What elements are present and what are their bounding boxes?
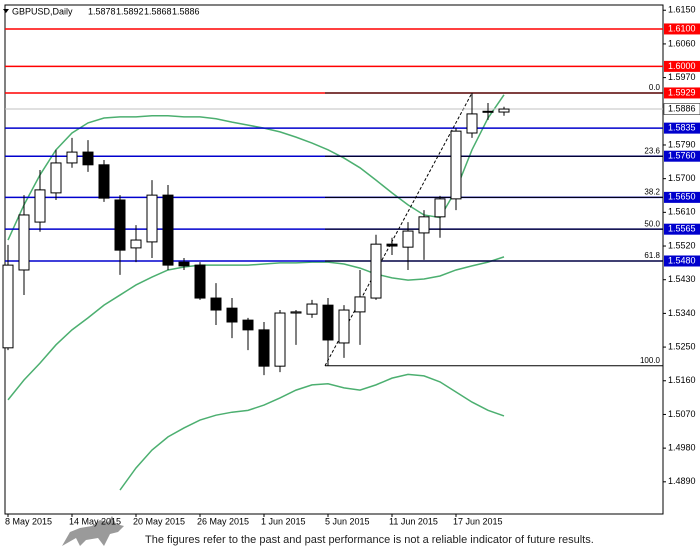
x-tick-label: 26 May 2015 <box>197 516 249 526</box>
candle-body <box>194 264 206 299</box>
x-tick-label: 8 May 2015 <box>5 516 52 526</box>
disclaimer: The figures refer to the past and past p… <box>145 534 594 546</box>
y-tick-label: 1.6060 <box>668 38 696 48</box>
price-box <box>664 223 700 235</box>
price-box-label: 1.5929 <box>668 87 696 97</box>
price-box <box>664 23 700 35</box>
fib-label: 23.6 <box>644 146 660 155</box>
fib-label: 0.0 <box>649 83 661 92</box>
plot-frame <box>4 4 664 515</box>
price-box <box>664 122 700 134</box>
candle-body <box>258 329 270 367</box>
price-box <box>664 255 700 267</box>
band-line <box>7 256 505 401</box>
candle-body <box>354 296 366 313</box>
price-box-label: 1.6000 <box>668 61 696 71</box>
candle-body <box>338 309 350 344</box>
candle-body <box>2 264 14 349</box>
y-tick-label: 1.4980 <box>668 443 696 453</box>
candle-body <box>434 198 446 218</box>
candle-body <box>274 312 286 367</box>
candle-body <box>402 230 414 248</box>
price-box <box>664 60 700 72</box>
y-tick-label: 1.5700 <box>668 173 696 183</box>
price-box <box>664 87 700 99</box>
candle-body <box>386 243 398 247</box>
ohlc-high: 1.5892 <box>116 6 144 16</box>
fib-label: 38.2 <box>644 187 660 196</box>
y-tick-label: 1.6150 <box>668 5 696 15</box>
logo-shape <box>62 516 124 546</box>
candle-body <box>322 304 334 341</box>
current-price-box <box>663 103 700 115</box>
price-box-label: 1.6100 <box>668 23 696 33</box>
candle-body <box>98 164 110 199</box>
price-box <box>664 150 700 162</box>
candle-body <box>130 239 142 249</box>
candle-body <box>466 113 478 134</box>
price-box <box>664 191 700 203</box>
x-tick-label: 17 Jun 2015 <box>453 516 503 526</box>
y-tick-label: 1.5340 <box>668 308 696 318</box>
candle-body <box>498 108 510 113</box>
x-tick-label: 5 Jun 2015 <box>325 516 370 526</box>
candle-body <box>306 303 318 315</box>
y-tick-label: 1.5520 <box>668 240 696 250</box>
candle-body <box>146 194 158 243</box>
y-tick-label: 1.5790 <box>668 139 696 149</box>
x-tick-label: 1 Jun 2015 <box>261 516 306 526</box>
footer-logo <box>62 516 124 546</box>
ohlc-close: 1.5886 <box>172 6 200 16</box>
chart-title: GBPUSD,Daily <box>12 6 73 16</box>
candle-body <box>482 110 494 113</box>
ohlc-open: 1.5878 <box>88 6 116 16</box>
candle-body <box>34 189 46 223</box>
candle-body <box>418 216 430 234</box>
candle-body <box>162 194 174 266</box>
candle-body <box>370 243 382 299</box>
price-box-label: 1.5835 <box>668 123 696 133</box>
band-line <box>7 94 505 241</box>
fib-label: 100.0 <box>640 356 661 365</box>
y-tick-label: 1.5430 <box>668 274 696 284</box>
x-tick-label: 20 May 2015 <box>133 516 185 526</box>
band-line <box>119 373 505 491</box>
candle-body <box>178 261 190 267</box>
y-tick-label: 1.5250 <box>668 341 696 351</box>
current-price-label: 1.5886 <box>668 103 696 113</box>
x-tick-label: 14 May 2015 <box>69 516 121 526</box>
candle-body <box>290 311 302 314</box>
price-box-label: 1.5480 <box>668 255 696 265</box>
y-tick-label: 1.5610 <box>668 207 696 217</box>
candle-body <box>50 162 62 194</box>
y-tick-label: 1.5970 <box>668 72 696 82</box>
candle-body <box>114 199 126 251</box>
candle-body <box>18 214 30 271</box>
candle-body <box>66 151 78 164</box>
candle-body <box>450 130 462 200</box>
y-tick-label: 1.5160 <box>668 375 696 385</box>
menu-triangle <box>3 9 9 13</box>
candle-body <box>210 297 222 311</box>
fib-label: 61.8 <box>644 251 660 260</box>
fib-label: 50.0 <box>644 219 660 228</box>
y-tick-label: 1.4890 <box>668 476 696 486</box>
candle-body <box>82 151 94 166</box>
price-box-label: 1.5760 <box>668 151 696 161</box>
y-tick-label: 1.5070 <box>668 409 696 419</box>
candle-body <box>226 307 238 323</box>
x-tick-label: 11 Jun 2015 <box>389 516 438 526</box>
price-box-label: 1.5565 <box>668 224 696 234</box>
price-box-label: 1.5650 <box>668 192 696 202</box>
candle-body <box>242 319 254 331</box>
ohlc-low: 1.5868 <box>144 6 172 16</box>
